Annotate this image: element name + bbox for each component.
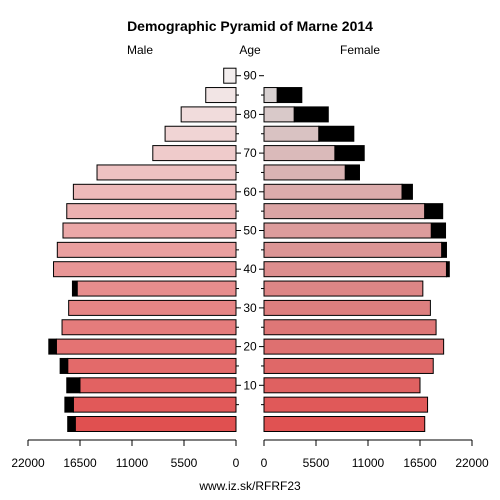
- male-bar: [53, 261, 237, 278]
- female-excess-bar: [318, 125, 355, 142]
- male-bar: [62, 222, 237, 239]
- female-excess-bar: [445, 261, 450, 278]
- female-excess-bar: [276, 87, 303, 104]
- source-label: www.iz.sk/RFRF23: [198, 479, 301, 493]
- male-bar: [96, 164, 237, 181]
- female-bar: [263, 203, 426, 220]
- male-bar: [164, 125, 237, 142]
- male-bar: [205, 87, 237, 104]
- male-bar: [72, 396, 237, 413]
- female-excess-bar: [334, 145, 365, 162]
- female-bar: [263, 280, 424, 297]
- male-excess-bar: [66, 377, 81, 394]
- male-bar: [61, 319, 237, 336]
- male-bar: [55, 338, 237, 355]
- male-bar: [72, 183, 237, 200]
- female-bar: [263, 145, 336, 162]
- male-bar: [223, 67, 237, 84]
- female-bar: [263, 106, 295, 123]
- age-tick-label: 50: [243, 224, 257, 238]
- age-tick-label: 20: [243, 340, 257, 354]
- female-bar: [263, 338, 445, 355]
- female-excess-bar: [424, 203, 444, 220]
- male-excess-bar: [64, 396, 74, 413]
- female-bar: [263, 261, 447, 278]
- female-bar: [263, 183, 403, 200]
- female-bar: [263, 241, 443, 258]
- axis-ticks: 10 20 30 40 50 60 70 80 90 22000 16500 11000 5500 0 0 5…: [11, 69, 489, 470]
- female-bar: [263, 299, 431, 316]
- male-bar: [152, 145, 237, 162]
- female-excess-bar: [344, 164, 360, 181]
- female-excess-bar: [401, 183, 413, 200]
- female-bar: [263, 357, 434, 374]
- male-bar: [68, 299, 237, 316]
- female-bar: [263, 125, 320, 142]
- female-bar: [263, 377, 421, 394]
- female-excess-bar: [430, 222, 447, 239]
- male-label: Male: [127, 43, 153, 57]
- male-bar: [74, 416, 237, 432]
- female-excess-bar: [441, 241, 447, 258]
- male-bar: [76, 280, 237, 297]
- male-bar: [180, 106, 237, 123]
- female-bar: [263, 416, 426, 432]
- male-excess-bar: [59, 357, 69, 374]
- x-tick-label: 5500: [171, 456, 198, 470]
- female-bar: [263, 319, 437, 336]
- male-excess-bar: [48, 338, 57, 355]
- age-tick-label: 70: [243, 146, 257, 160]
- x-tick-label: 11000: [352, 456, 385, 470]
- age-tick-label: 40: [243, 262, 257, 276]
- age-tick-label: 90: [243, 69, 257, 83]
- male-bars: [48, 67, 237, 432]
- female-bar: [263, 396, 429, 413]
- female-label: Female: [340, 43, 380, 57]
- age-tick-label: 10: [243, 378, 257, 392]
- female-bar: [263, 87, 278, 104]
- male-excess-bar: [71, 280, 78, 297]
- female-bar: [263, 222, 432, 239]
- male-bar: [66, 203, 237, 220]
- age-label: Age: [239, 43, 261, 57]
- male-bar: [79, 377, 237, 394]
- x-tick-label: 16500: [403, 456, 437, 470]
- x-tick-label: 5500: [303, 456, 330, 470]
- chart-title: Demographic Pyramid of Marne 2014: [127, 18, 373, 34]
- male-excess-bar: [67, 416, 76, 432]
- x-tick-label: 0: [261, 456, 268, 470]
- x-tick-label: 22000: [11, 456, 45, 470]
- female-excess-bar: [293, 106, 329, 123]
- female-bar: [263, 164, 346, 181]
- x-tick-label: 22000: [455, 456, 489, 470]
- age-tick-label: 30: [243, 301, 257, 315]
- x-tick-label: 16500: [63, 456, 97, 470]
- male-bar: [67, 357, 237, 374]
- x-tick-label: 11000: [116, 456, 149, 470]
- male-bar: [56, 241, 237, 258]
- age-tick-label: 80: [243, 107, 257, 121]
- female-bars: [263, 87, 450, 432]
- age-tick-label: 60: [243, 185, 257, 199]
- x-tick-label: 0: [233, 456, 240, 470]
